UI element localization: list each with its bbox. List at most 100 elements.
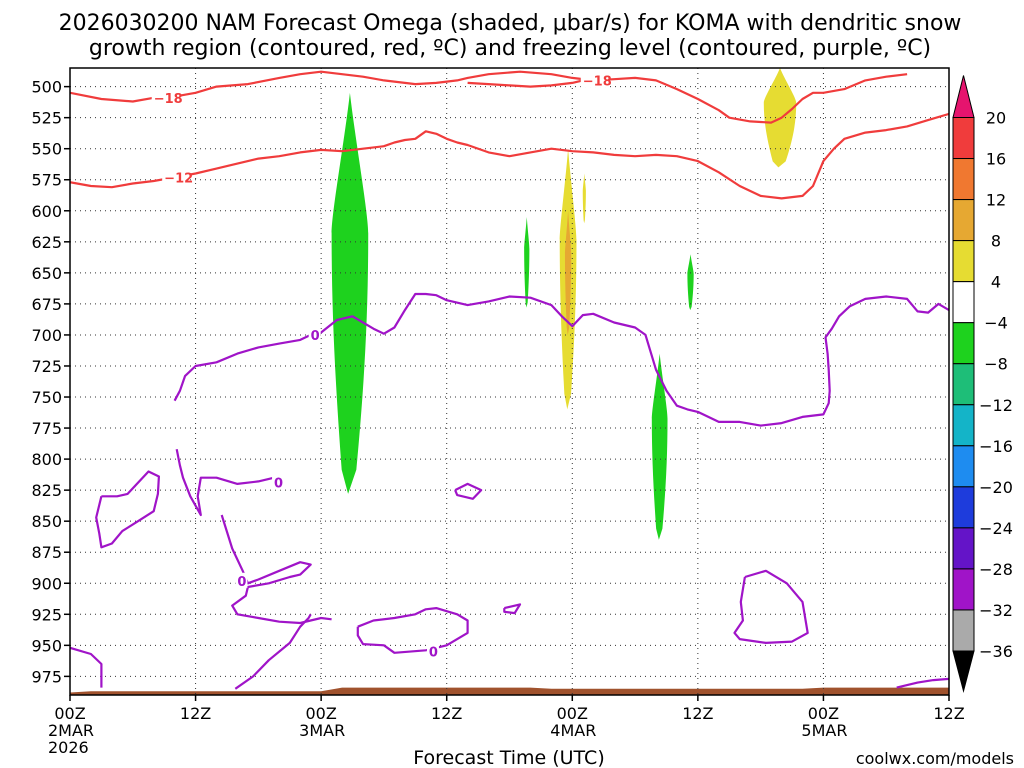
y-tick-label: 575 <box>31 171 62 190</box>
colorbar-bottom-arrow <box>952 650 975 693</box>
x-tick-label: 12Z <box>933 704 964 723</box>
colorbar-bin <box>952 363 975 406</box>
freezing-level-contour-label-bg <box>426 643 439 659</box>
x-tick-date: 5MAR <box>801 721 847 740</box>
colorbar-bin <box>952 117 975 160</box>
dgz-contour-label-bg <box>162 169 191 185</box>
x-tick-date: 4MAR <box>550 721 596 740</box>
ground-terrain <box>70 687 949 695</box>
y-tick-label: 975 <box>31 667 62 686</box>
y-tick-label: 950 <box>31 636 62 655</box>
omega-region-upward <box>687 254 694 311</box>
y-tick-label: 725 <box>31 357 62 376</box>
colorbar-label: 12 <box>986 191 1006 210</box>
y-tick-label: 550 <box>31 140 62 159</box>
omega-region-upward <box>331 92 369 494</box>
colorbar-label: −24 <box>979 519 1013 538</box>
freezing-level-contour-label: 0 <box>311 329 320 344</box>
y-tick-label: 525 <box>31 109 62 128</box>
colorbar-bin <box>952 609 975 652</box>
chart-title-line-2: growth region (contoured, red, ºC) and f… <box>89 36 931 61</box>
colorbar-bin <box>952 486 975 529</box>
freezing-level-contour-line <box>733 569 809 644</box>
ground-layer <box>70 687 949 695</box>
x-tick-date: 2MAR <box>48 721 94 740</box>
y-tick-label: 675 <box>31 295 62 314</box>
freezing-level-contour-label: 0 <box>274 477 283 492</box>
chart-title-line-1: 2026030200 NAM Forecast Omega (shaded, μ… <box>59 11 962 36</box>
colorbar-bin <box>952 240 975 283</box>
dgz-contour-line <box>467 79 584 88</box>
colorbar-label: −20 <box>979 478 1013 497</box>
dgz-contour-label: −18 <box>583 74 612 89</box>
y-tick-label: 600 <box>31 202 62 221</box>
colorbar-label: −32 <box>979 601 1013 620</box>
y-tick-label: 900 <box>31 574 62 593</box>
freezing-level-contour-line <box>356 607 469 654</box>
freezing-level-contour-label: 0 <box>429 646 438 661</box>
freezing-level-contour-line <box>175 448 282 517</box>
y-tick-label: 800 <box>31 450 62 469</box>
colorbar-bin <box>952 527 975 570</box>
freezing-level-contour-line <box>70 646 103 688</box>
x-tick-label: 12Z <box>682 704 713 723</box>
freezing-level-contour-label-bg <box>272 474 285 490</box>
colorbar-label: −28 <box>979 560 1013 579</box>
axis-layer: 500 525 550 575 600 625 650 675 700 725 750 775 800 8… <box>31 78 964 757</box>
y-tick-label: 650 <box>31 264 62 283</box>
colorbar: 20 16 12 8 4 −4 −8 −12 −16 −20 −24 −28 −32 −36 <box>952 75 1013 693</box>
x-tick-label: 00Z <box>557 704 588 723</box>
dgz-contour-line <box>70 112 949 200</box>
colorbar-label: −4 <box>984 314 1008 333</box>
omega-region-downward <box>582 173 586 224</box>
y-tick-label: 925 <box>31 605 62 624</box>
x-tick-year: 2026 <box>48 738 89 757</box>
y-tick-label: 825 <box>31 481 62 500</box>
colorbar-bin <box>952 404 975 447</box>
x-tick-label: 00Z <box>808 704 839 723</box>
freezing-level-contour-label-bg <box>308 326 321 342</box>
freezing-level-contour-line <box>454 482 483 500</box>
x-tick-label: 00Z <box>54 704 85 723</box>
freezing-level-contour-line <box>95 470 160 549</box>
grid-layer <box>70 68 949 695</box>
freezing-level-contour-line <box>220 514 332 625</box>
freezing-level-contour-line <box>234 613 312 690</box>
y-tick-label: 875 <box>31 543 62 562</box>
colorbar-label: −12 <box>979 396 1013 415</box>
colorbar-top-arrow <box>952 75 975 118</box>
omega-region-downward <box>564 210 572 335</box>
colorbar-bin <box>952 199 975 242</box>
colorbar-bin <box>952 568 975 611</box>
x-axis-title: Forecast Time (UTC) <box>413 747 604 768</box>
omega-shading-layer <box>331 68 797 540</box>
dgz-contour-label: −12 <box>164 171 193 186</box>
colorbar-bin <box>952 322 975 365</box>
colorbar-label: 16 <box>986 150 1006 169</box>
x-tick-label: 00Z <box>305 704 336 723</box>
chart-title: 2026030200 NAM Forecast Omega (shaded, μ… <box>59 11 962 61</box>
colorbar-bin <box>952 281 975 324</box>
colorbar-label: 20 <box>986 109 1006 128</box>
colorbar-bin <box>952 158 975 201</box>
freezing-level-contour-line <box>503 603 522 615</box>
omega-region-upward <box>651 353 668 540</box>
dgz-contour-label-bg <box>151 89 180 105</box>
dgz-contour-line <box>70 70 908 124</box>
freezing-level-contour-line <box>896 677 949 689</box>
x-tick-date: 3MAR <box>299 721 345 740</box>
omega-region-upward <box>524 216 530 308</box>
y-tick-label: 775 <box>31 419 62 438</box>
credit-text: coolwx.com/models <box>856 749 1014 768</box>
x-tick-label: 12Z <box>431 704 462 723</box>
colorbar-label: 4 <box>991 273 1001 292</box>
colorbar-label: −16 <box>979 437 1013 456</box>
y-tick-label: 750 <box>31 388 62 407</box>
y-tick-label: 500 <box>31 78 62 97</box>
freezing-level-contour-label-bg <box>235 572 248 588</box>
colorbar-label: −8 <box>984 355 1008 374</box>
y-tick-label: 850 <box>31 512 62 531</box>
y-tick-label: 625 <box>31 233 62 252</box>
x-tick-label: 12Z <box>180 704 211 723</box>
dgz-contour-label: −18 <box>154 92 183 107</box>
